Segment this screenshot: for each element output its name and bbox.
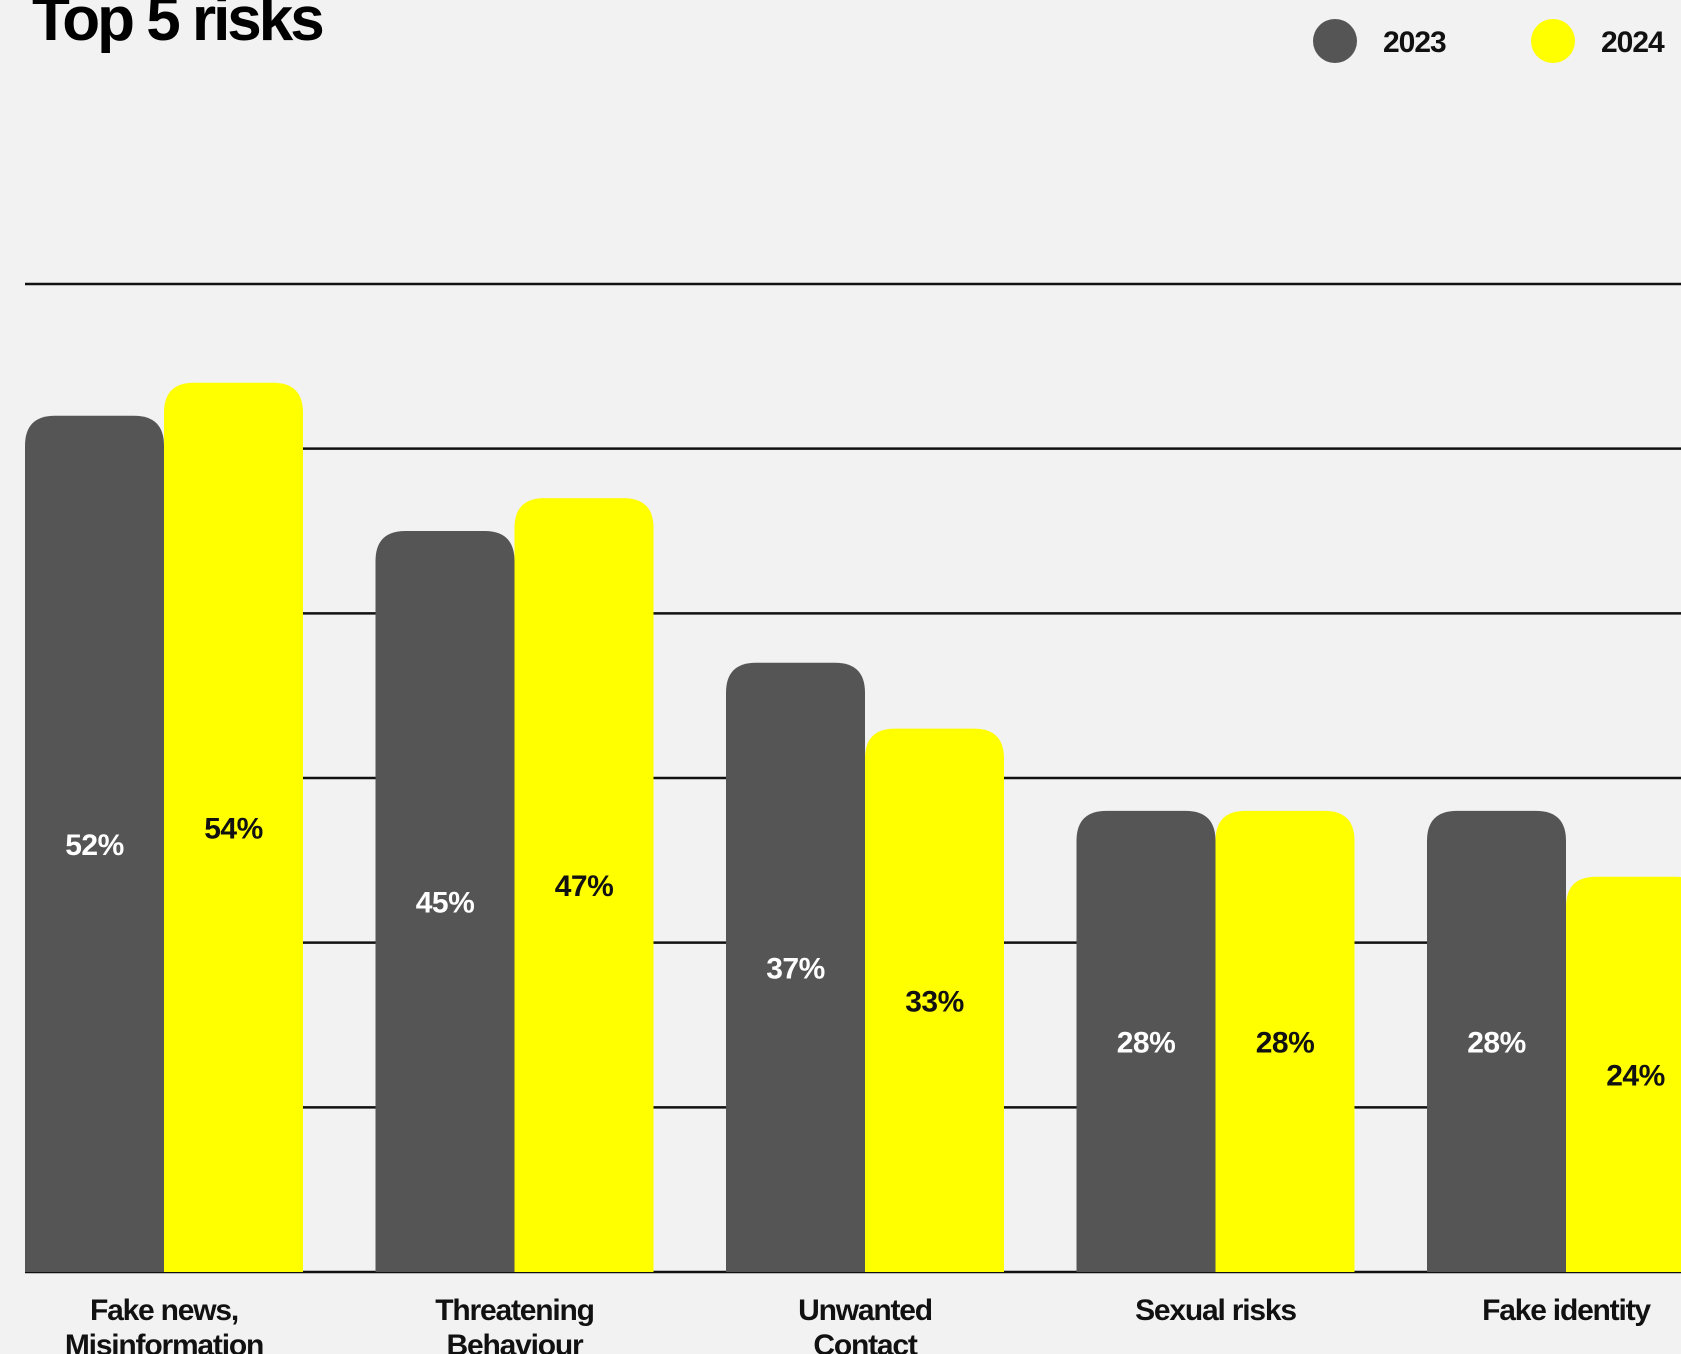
value-label-2024-4: 24%	[1606, 1059, 1665, 1092]
category-label-4: Fake identity	[1482, 1294, 1651, 1327]
legend-label-2024: 2024	[1601, 26, 1665, 59]
category-label-0: Misinformation	[65, 1329, 263, 1354]
chart-title: Top 5 risks	[32, 0, 322, 54]
bar-2024-2	[865, 728, 1004, 1272]
value-labels: 52% 45% 37% 28% 28% 54% 47% 33% 28% 24%	[65, 812, 1665, 1092]
category-labels: Fake news,Misinformation ThreateningBehav…	[65, 1294, 1653, 1354]
bar-2024-3	[1215, 810, 1355, 1272]
category-label-0: Fake news,	[90, 1294, 238, 1327]
bar-2023-2	[726, 662, 865, 1272]
bar-2024-0	[164, 382, 303, 1272]
legend-swatch-2023	[1313, 19, 1357, 63]
category-label-3: Sexual risks	[1135, 1294, 1296, 1327]
bar-2023-3	[1076, 810, 1216, 1272]
bar-2023-4	[1427, 810, 1566, 1272]
category-label-1: Threatening	[435, 1294, 593, 1327]
category-label-1: Behaviour	[447, 1329, 584, 1354]
category-label-2: Contact	[813, 1329, 917, 1354]
value-label-2023-4: 28%	[1467, 1026, 1526, 1059]
bars	[25, 382, 1681, 1273]
legend-swatch-2024	[1531, 19, 1575, 63]
bar-2023-0	[25, 415, 164, 1272]
category-label-2: Unwanted	[798, 1294, 932, 1327]
value-label-2024-3: 28%	[1256, 1026, 1315, 1059]
bar-2024-4	[1566, 876, 1681, 1272]
value-label-2024-0: 54%	[204, 812, 263, 845]
value-label-2023-2: 37%	[766, 952, 825, 985]
legend: 2023 2024	[1313, 19, 1666, 63]
value-label-2023-3: 28%	[1117, 1026, 1176, 1059]
value-label-2024-2: 33%	[905, 985, 964, 1018]
value-label-2023-0: 52%	[65, 829, 124, 862]
legend-label-2023: 2023	[1383, 26, 1446, 59]
bar-2024-1	[514, 498, 654, 1273]
value-label-2023-1: 45%	[416, 887, 475, 920]
bar-2023-1	[375, 531, 515, 1272]
value-label-2024-1: 47%	[555, 870, 614, 903]
